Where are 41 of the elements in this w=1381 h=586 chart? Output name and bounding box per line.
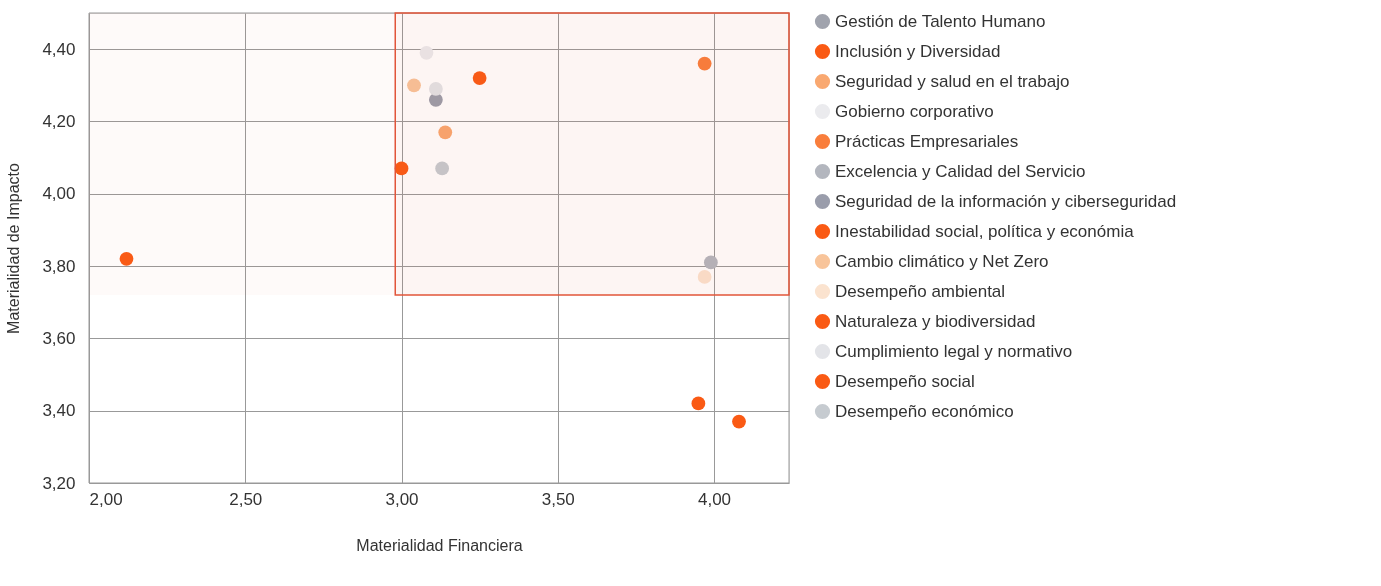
y-tick-label: 3,20: [42, 473, 76, 493]
legend-label: Desempeño social: [835, 371, 975, 391]
x-tick-label: 3,00: [385, 489, 419, 509]
point: [732, 414, 746, 429]
legend-label: Desempeño ambiental: [835, 281, 1006, 301]
point: [703, 255, 718, 270]
point: [472, 71, 487, 85]
point: [438, 125, 453, 140]
x-tick-label: 2,50: [229, 489, 263, 509]
y-tick-label: 4,00: [42, 184, 76, 204]
y-tick-label: 4,40: [42, 39, 76, 59]
legend-label: Cumplimiento legal y normativo: [835, 341, 1073, 361]
legend-label: Gestión de Talento Humano: [835, 11, 1046, 31]
legend-label: Inclusión y Diversidad: [835, 41, 1001, 61]
point: [419, 45, 434, 60]
point: [697, 270, 712, 284]
x-tick-label: 4,00: [697, 489, 732, 509]
legend-label: Seguridad de la información y ciberseguridad: [835, 191, 1177, 211]
x-axis-title: Materialidad Financiera: [356, 536, 523, 554]
legend-label: Cambio climático y Net Zero: [835, 251, 1049, 271]
legend-label: Desempeño económico: [835, 401, 1014, 421]
y-tick-label: 3,60: [42, 328, 76, 348]
legend-label: Prácticas Empresariales: [835, 131, 1019, 151]
y-tick-label: 4,20: [42, 111, 76, 131]
point: [697, 56, 712, 71]
point: [691, 396, 706, 411]
point: [407, 78, 421, 93]
point: [428, 82, 443, 96]
point: [435, 161, 450, 176]
point: [119, 251, 134, 266]
legend-label: Seguridad y salud en el trabajo: [835, 71, 1070, 91]
point: [394, 161, 409, 176]
x-tick-label: 2,00: [89, 489, 123, 509]
legend-label: Excelencia y Calidad del Servicio: [835, 161, 1086, 181]
legend-label: Gobierno corporativo: [835, 101, 994, 121]
y-tick-label: 3,80: [42, 256, 76, 276]
legend-label: Naturaleza y biodiversidad: [835, 311, 1036, 331]
y-axis-title: Materialidad de Impacto: [5, 163, 23, 334]
x-tick-label: 3,50: [541, 489, 575, 509]
y-tick-label: 3,40: [42, 401, 76, 421]
legend-label: Inestabilidad social, política y económia: [835, 221, 1135, 241]
